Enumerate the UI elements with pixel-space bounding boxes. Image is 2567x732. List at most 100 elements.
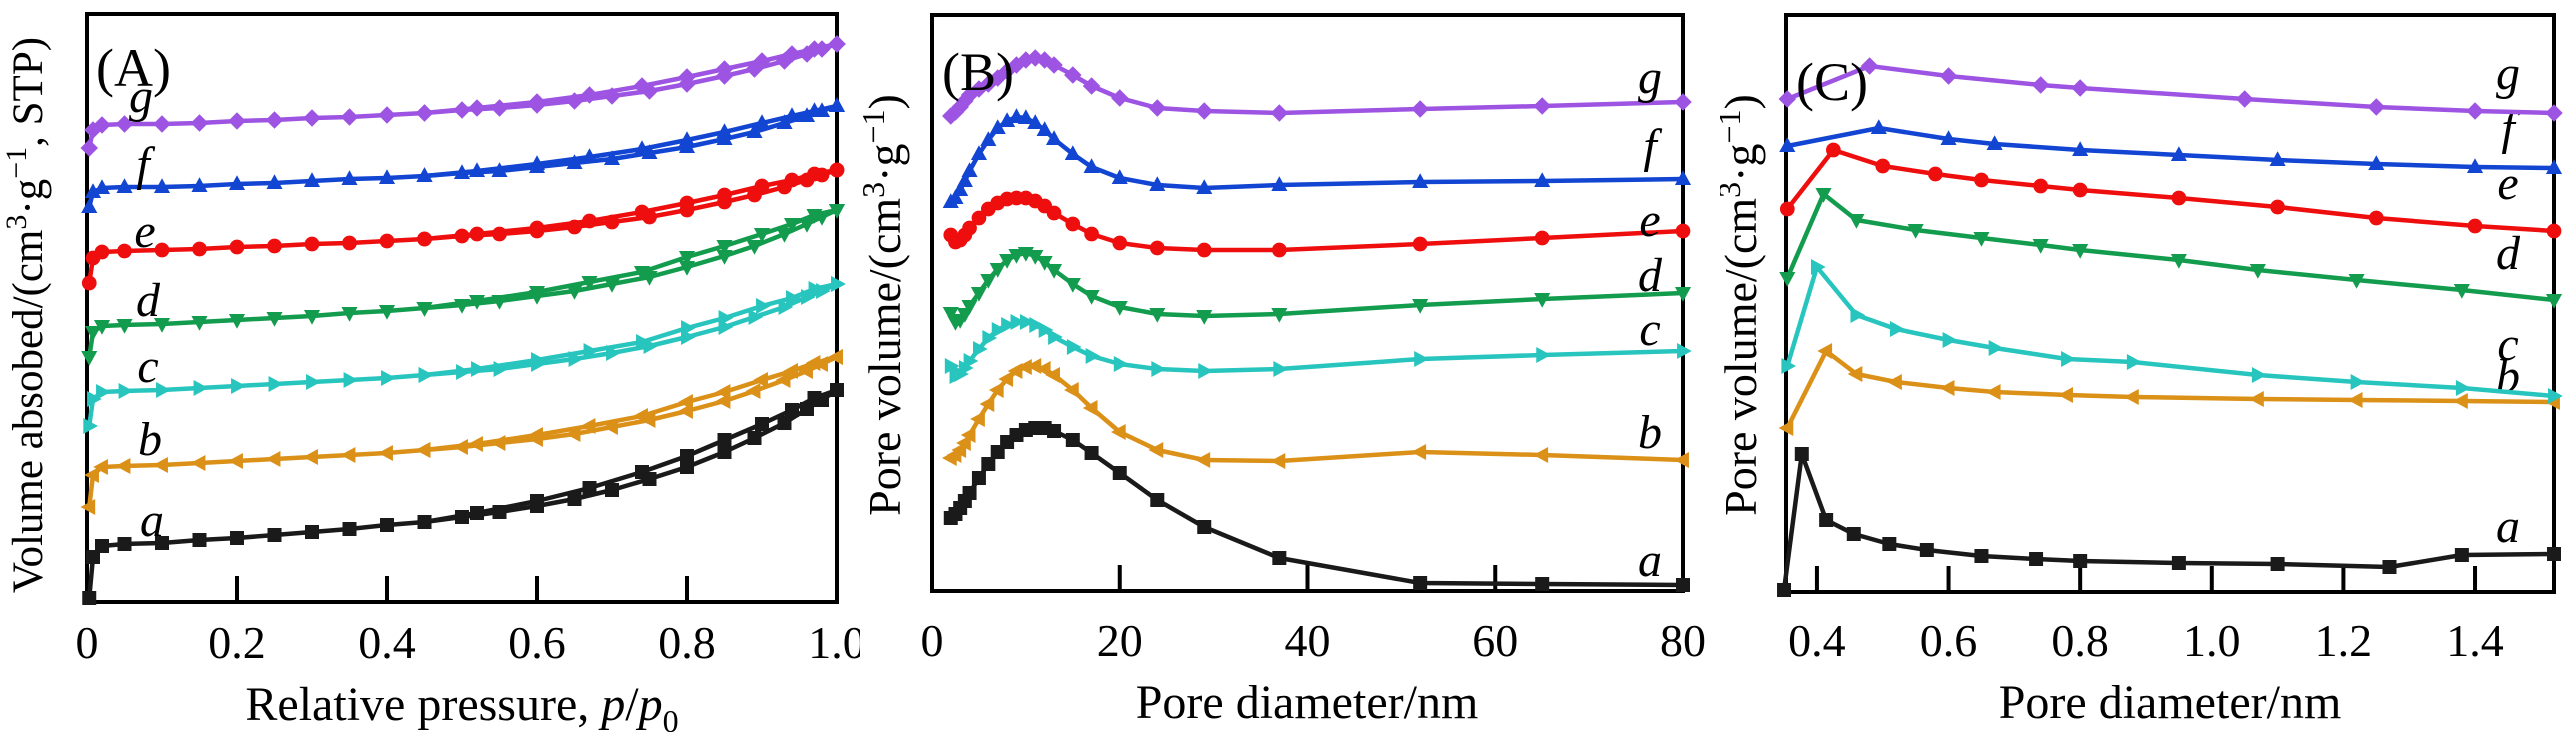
triangle-down-marker-d — [1779, 272, 1796, 287]
triangle-right-marker-c — [756, 297, 771, 315]
diamond-marker-g — [1111, 89, 1129, 107]
triangle-right-marker-c — [418, 366, 434, 384]
curve-label-d: d — [2496, 227, 2521, 280]
triangle-right-marker-c — [1942, 331, 1958, 349]
diamond-marker-g — [783, 45, 801, 63]
circle-marker-e — [1046, 205, 1062, 221]
triangle-up-marker-f — [1271, 176, 1288, 191]
square-marker-a — [807, 391, 822, 405]
triangle-down-marker-d — [84, 326, 102, 341]
square-marker-a — [605, 483, 619, 497]
diamond-marker-g — [1082, 77, 1101, 95]
triangle-right-marker-c — [1677, 342, 1692, 360]
square-marker-a — [1112, 466, 1127, 480]
curve-label-a: a — [140, 494, 164, 547]
triangle-left-marker-b — [303, 448, 318, 466]
square-marker-a — [530, 494, 544, 508]
circle-marker-e — [784, 172, 800, 188]
triangle-up-marker-f — [1017, 109, 1034, 124]
diamond-marker-g — [1533, 97, 1551, 115]
triangle-down-marker-d — [266, 312, 283, 327]
x-tick-label: 0.2 — [208, 617, 266, 668]
triangle-up-marker-f — [341, 170, 358, 185]
diamond-marker-g — [805, 40, 824, 58]
series-b-points-line — [948, 363, 1686, 464]
triangle-down-marker-d — [341, 307, 358, 322]
x-tick-label: 20 — [1097, 615, 1143, 666]
triangle-left-marker-b — [979, 395, 995, 413]
triangle-up-marker-f — [566, 154, 583, 169]
diamond-marker-g — [580, 86, 599, 104]
square-marker-a — [717, 445, 732, 459]
circle-marker-e — [1271, 242, 1287, 258]
triangle-up-marker-f — [641, 144, 658, 159]
circle-marker-e — [1779, 201, 1795, 217]
triangle-up-marker-f — [1412, 173, 1429, 188]
triangle-up-marker-f — [989, 119, 1006, 134]
triangle-up-marker-f — [603, 150, 621, 165]
circle-marker-e — [342, 235, 357, 251]
triangle-up-marker-f — [980, 131, 997, 146]
triangle-down-marker-d — [416, 302, 433, 317]
triangle-down-marker-d — [1815, 188, 1832, 203]
triangle-down-marker-d — [678, 251, 696, 266]
triangle-down-marker-d — [1027, 250, 1044, 265]
triangle-right-marker-c — [963, 352, 979, 370]
triangle-down-marker-d — [528, 286, 546, 301]
panel-c-y-axis-label: Pore volume/(cm3·g−1) — [1720, 94, 1766, 516]
diamond-marker-g — [956, 92, 974, 110]
triangle-left-marker-b — [1017, 358, 1032, 376]
series-b-points-line — [1785, 348, 2557, 431]
square-marker-a — [1065, 433, 1080, 447]
triangle-down-marker-d — [2545, 294, 2563, 309]
curve-label-e: e — [2497, 157, 2518, 210]
square-marker-a — [1777, 583, 1792, 597]
diamond-marker-g — [715, 60, 734, 78]
triangle-down-marker-d — [716, 250, 733, 265]
triangle-right-marker-c — [1085, 347, 1101, 365]
circle-marker-e — [1149, 240, 1165, 256]
square-marker-a — [635, 465, 649, 479]
triangle-right-marker-c — [786, 289, 801, 307]
square-marker-a — [2270, 557, 2285, 571]
triangle-left-marker-b — [1082, 399, 1098, 417]
circle-marker-e — [634, 204, 650, 220]
triangle-up-marker-f — [633, 140, 651, 155]
triangle-up-marker-f — [2269, 151, 2286, 166]
triangle-right-marker-c — [1536, 346, 1551, 364]
triangle-left-marker-b — [415, 441, 431, 459]
triangle-left-marker-b — [970, 410, 985, 428]
series-d-points-line — [1785, 191, 2557, 303]
diamond-marker-g — [633, 77, 651, 95]
diamond-marker-g — [340, 108, 359, 126]
diamond-marker-g — [1860, 57, 1879, 75]
square-marker-a — [785, 403, 799, 417]
series-e-points-line — [1785, 147, 2557, 234]
triangle-right-marker-c — [1066, 338, 1082, 356]
series-c-points-line — [948, 319, 1686, 379]
circle-marker-e — [1928, 166, 1943, 182]
triangle-right-marker-c — [1810, 258, 1826, 276]
diamond-marker-g — [93, 116, 111, 134]
triangle-up-marker-f — [2466, 158, 2484, 173]
triangle-down-marker-d — [1036, 256, 1053, 271]
triangle-right-marker-c — [944, 357, 960, 375]
triangle-up-marker-f — [84, 183, 102, 198]
square-marker-a — [230, 531, 244, 545]
diamond-marker-g — [228, 112, 246, 130]
triangle-left-marker-b — [265, 450, 281, 468]
x-tick-label: 0.6 — [1920, 615, 1978, 666]
triangle-left-marker-b — [228, 452, 243, 470]
square-marker-a — [1197, 520, 1212, 534]
series-g-desorption-line — [422, 41, 840, 116]
panel-c-ticks: 0.4 0.6 0.8 1.0 1.2 1.4 — [1788, 566, 2504, 666]
triangle-left-marker-b — [580, 417, 596, 435]
circle-marker-e — [117, 243, 132, 259]
circle-marker-e — [469, 226, 485, 242]
circle-marker-e — [81, 275, 97, 291]
triangle-left-marker-b — [678, 393, 693, 411]
square-marker-a — [962, 486, 977, 500]
panel-b-label: (B) — [942, 42, 1014, 102]
square-marker-a — [1676, 578, 1690, 592]
diamond-marker-g — [1939, 67, 1958, 85]
